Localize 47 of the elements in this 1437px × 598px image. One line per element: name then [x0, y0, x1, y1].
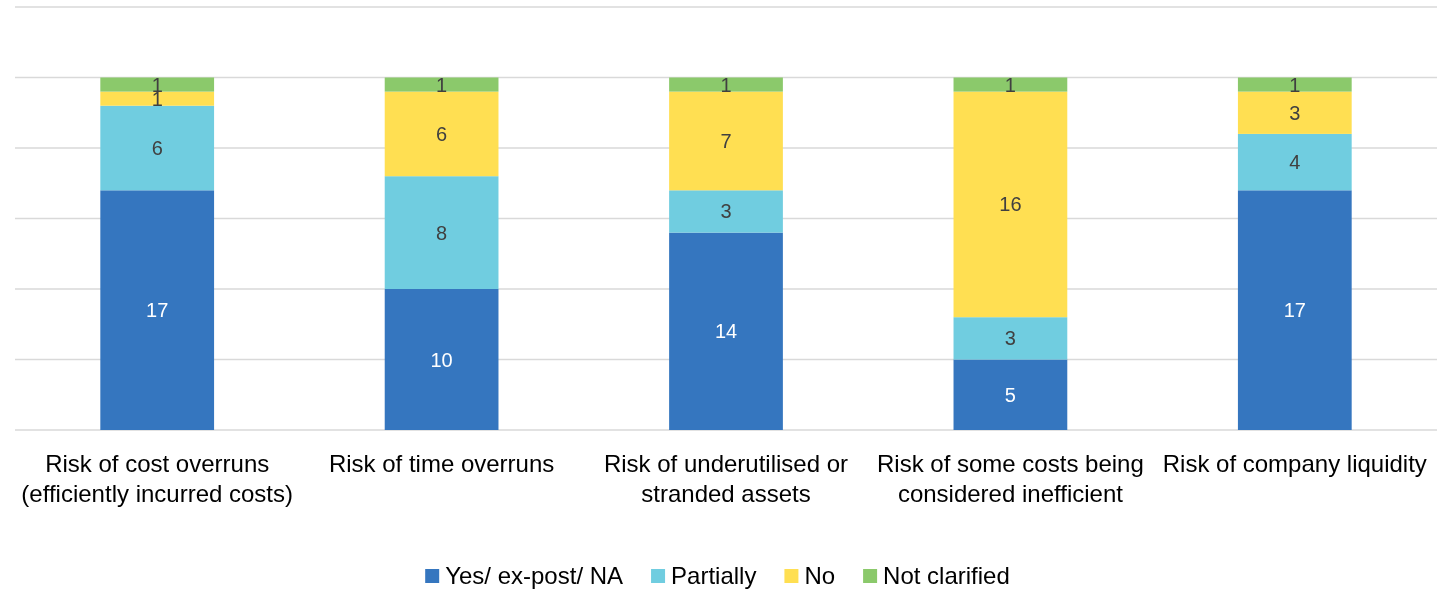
data-label: 3 [1289, 101, 1301, 124]
bar [1237, 91, 1352, 134]
data-label: 7 [720, 129, 732, 152]
bar [100, 105, 215, 191]
data-label: 3 [720, 200, 732, 223]
bar [384, 91, 499, 177]
x-tick-label: Risk of underutilised or stranded assets [603, 450, 849, 507]
bar [953, 77, 1068, 92]
data-label: 1 [720, 73, 732, 96]
bar [1237, 77, 1352, 92]
bar [953, 317, 1068, 360]
data-label: 3 [1004, 327, 1016, 350]
bar [953, 359, 1068, 430]
x-tick-label: Risk of time overruns [328, 450, 555, 477]
data-label: 5 [1004, 383, 1016, 406]
bar [100, 91, 215, 106]
x-tick-label: Risk of company liquidity [1162, 450, 1427, 477]
data-label: 4 [1289, 151, 1301, 174]
bar [669, 91, 783, 191]
legend-label: Partially [671, 562, 757, 589]
data-label: 1 [436, 73, 448, 96]
data-label: 17 [1283, 299, 1306, 322]
data-label: 6 [151, 137, 163, 159]
bar [384, 289, 499, 430]
data-label: 1 [1289, 73, 1301, 96]
bar [100, 190, 215, 430]
bar [384, 176, 499, 289]
bar [384, 77, 499, 92]
data-label: 10 [430, 348, 453, 371]
data-label: 14 [714, 320, 738, 343]
data-label: 6 [436, 122, 448, 145]
data-label: 16 [999, 193, 1022, 216]
x-tick-label: Risk of some costs being considered inefficient [877, 450, 1144, 507]
bar [1237, 133, 1352, 191]
x-tick-label: Risk of cost overruns (efficiently incurred costs) [21, 450, 294, 507]
legend-label: Yes/ ex-post/ NA [445, 562, 624, 589]
legend-label: Not clarified [883, 562, 1010, 589]
bar [953, 91, 1068, 318]
data-label: 17 [146, 299, 169, 322]
bar [669, 232, 783, 430]
data-label: 1 [1004, 73, 1016, 96]
legend-label: No [804, 562, 836, 589]
bar [669, 190, 783, 233]
bar [669, 77, 783, 92]
bar [100, 77, 215, 92]
data-label: 8 [436, 221, 448, 244]
bar [1237, 190, 1352, 430]
